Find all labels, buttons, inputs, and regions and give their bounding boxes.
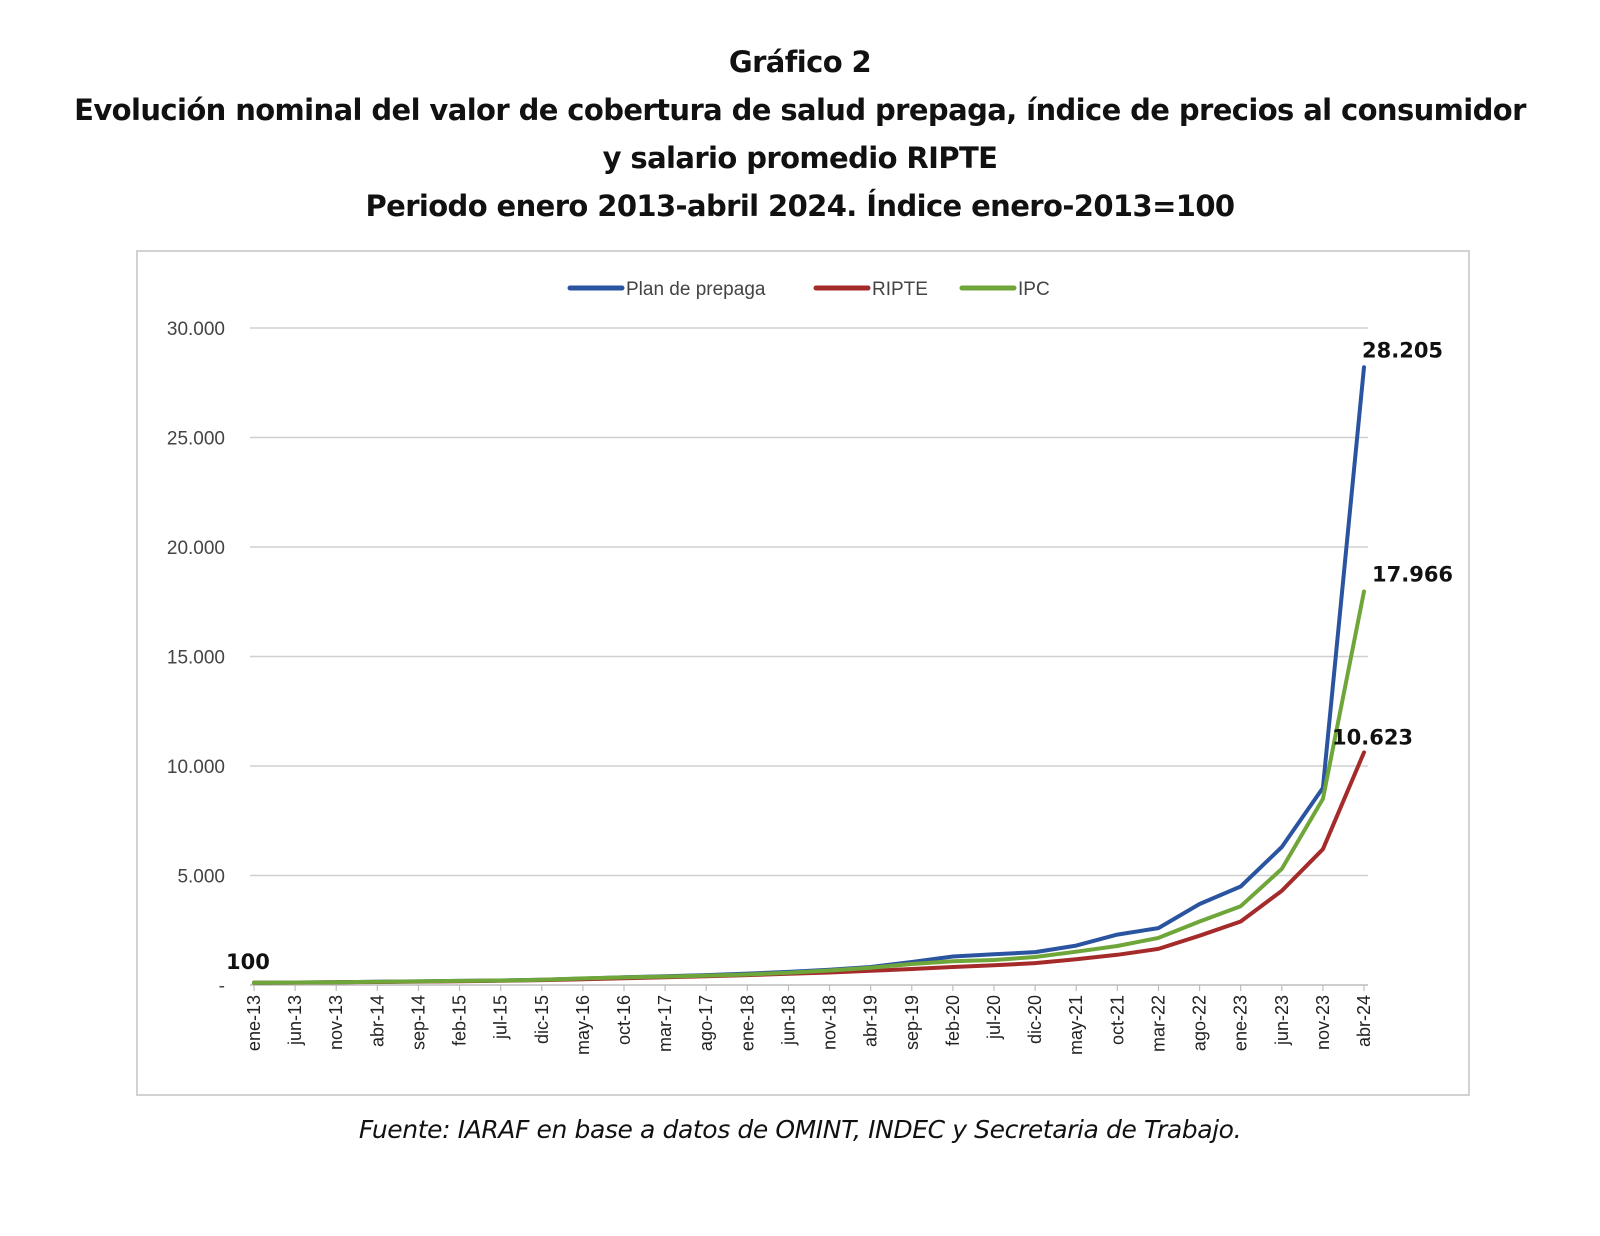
source-note: Fuente: IARAF en base a datos de OMINT, … [358,1115,1242,1144]
legend-label: IPC [1018,279,1050,300]
legend: Plan de prepaga RIPTE IPC [567,279,1050,300]
y-axis: - 5.000 10.000 15.000 20.000 25.000 30.000 [167,319,225,997]
x-tick-label: may-21 [1066,995,1086,1055]
y-tick-label: 30.000 [167,319,225,340]
x-tick-label: ene-18 [737,995,757,1051]
series-line-ripte [252,750,1366,985]
legend-label: Plan de prepaga [626,279,766,300]
chart-title-line-1: Evolución nominal del valor de cobertura… [74,93,1526,127]
line-chart: - 5.000 10.000 15.000 20.000 25.000 30.000 ene… [167,279,1453,1055]
x-tick-label: abr-24 [1354,995,1374,1047]
x-tick-label: jun-18 [778,995,798,1046]
x-tick-label: nov-13 [326,995,346,1050]
data-label: 28.205 [1362,338,1443,362]
x-tick-label: jun-13 [285,995,305,1046]
legend-label: RIPTE [872,279,928,300]
chart-area: - 5.000 10.000 15.000 20.000 25.000 30.000 ene… [136,250,1470,1096]
data-label: 100 [226,950,270,974]
x-tick-label: sep-14 [408,995,428,1050]
x-tick-label: ene-13 [244,995,264,1051]
series-lines [252,365,1366,985]
series-line-plan-de-prepaga [252,365,1366,985]
chart-title-block: Gráfico 2 Evolución nominal del valor de… [0,38,1600,230]
y-tick-label: - [219,976,225,997]
y-tick-label: 15.000 [167,648,225,669]
x-tick-label: jun-23 [1272,995,1292,1046]
chart-subtitle: Periodo enero 2013-abril 2024. Índice en… [365,189,1235,223]
x-tick-label: ago-22 [1190,995,1210,1051]
x-tick-label: dic-20 [1025,995,1045,1044]
x-tick-label: oct-21 [1107,995,1127,1045]
x-tick-label: mar-17 [655,995,675,1052]
y-tick-label: 25.000 [167,429,225,450]
x-tick-label: mar-22 [1148,995,1168,1052]
x-tick-label: may-16 [573,995,593,1055]
x-tick-label: jul-15 [491,995,511,1040]
y-tick-label: 10.000 [167,757,225,778]
data-labels: 100 28.205 17.966 10.623 [226,338,1453,973]
x-tick-label: abr-19 [861,995,881,1047]
x-tick-label: jul-20 [984,995,1004,1040]
x-tick-label: nov-18 [820,995,840,1050]
y-tick-label: 20.000 [167,538,225,559]
data-label: 17.966 [1372,563,1453,587]
x-tick-label: feb-15 [450,995,470,1046]
chart-number-title: Gráfico 2 [728,45,872,79]
x-tick-label: oct-16 [614,995,634,1045]
x-tick-label: feb-20 [943,995,963,1046]
x-tick-label: dic-15 [532,995,552,1044]
chart-title-line-2: y salario promedio RIPTE [602,141,998,175]
x-axis: ene-13 jun-13 nov-13 abr-14 sep-14 feb-15 jul-… [244,984,1374,1055]
series-line-ipc [252,589,1366,985]
x-tick-label: nov-23 [1313,995,1333,1050]
y-tick-label: 5.000 [177,867,225,888]
x-tick-label: ago-17 [696,995,716,1051]
x-tick-label: sep-19 [902,995,922,1050]
gridlines [250,327,1368,877]
x-tick-label: abr-14 [367,995,387,1047]
x-tick-label: ene-23 [1231,995,1251,1051]
data-label: 10.623 [1332,725,1413,749]
